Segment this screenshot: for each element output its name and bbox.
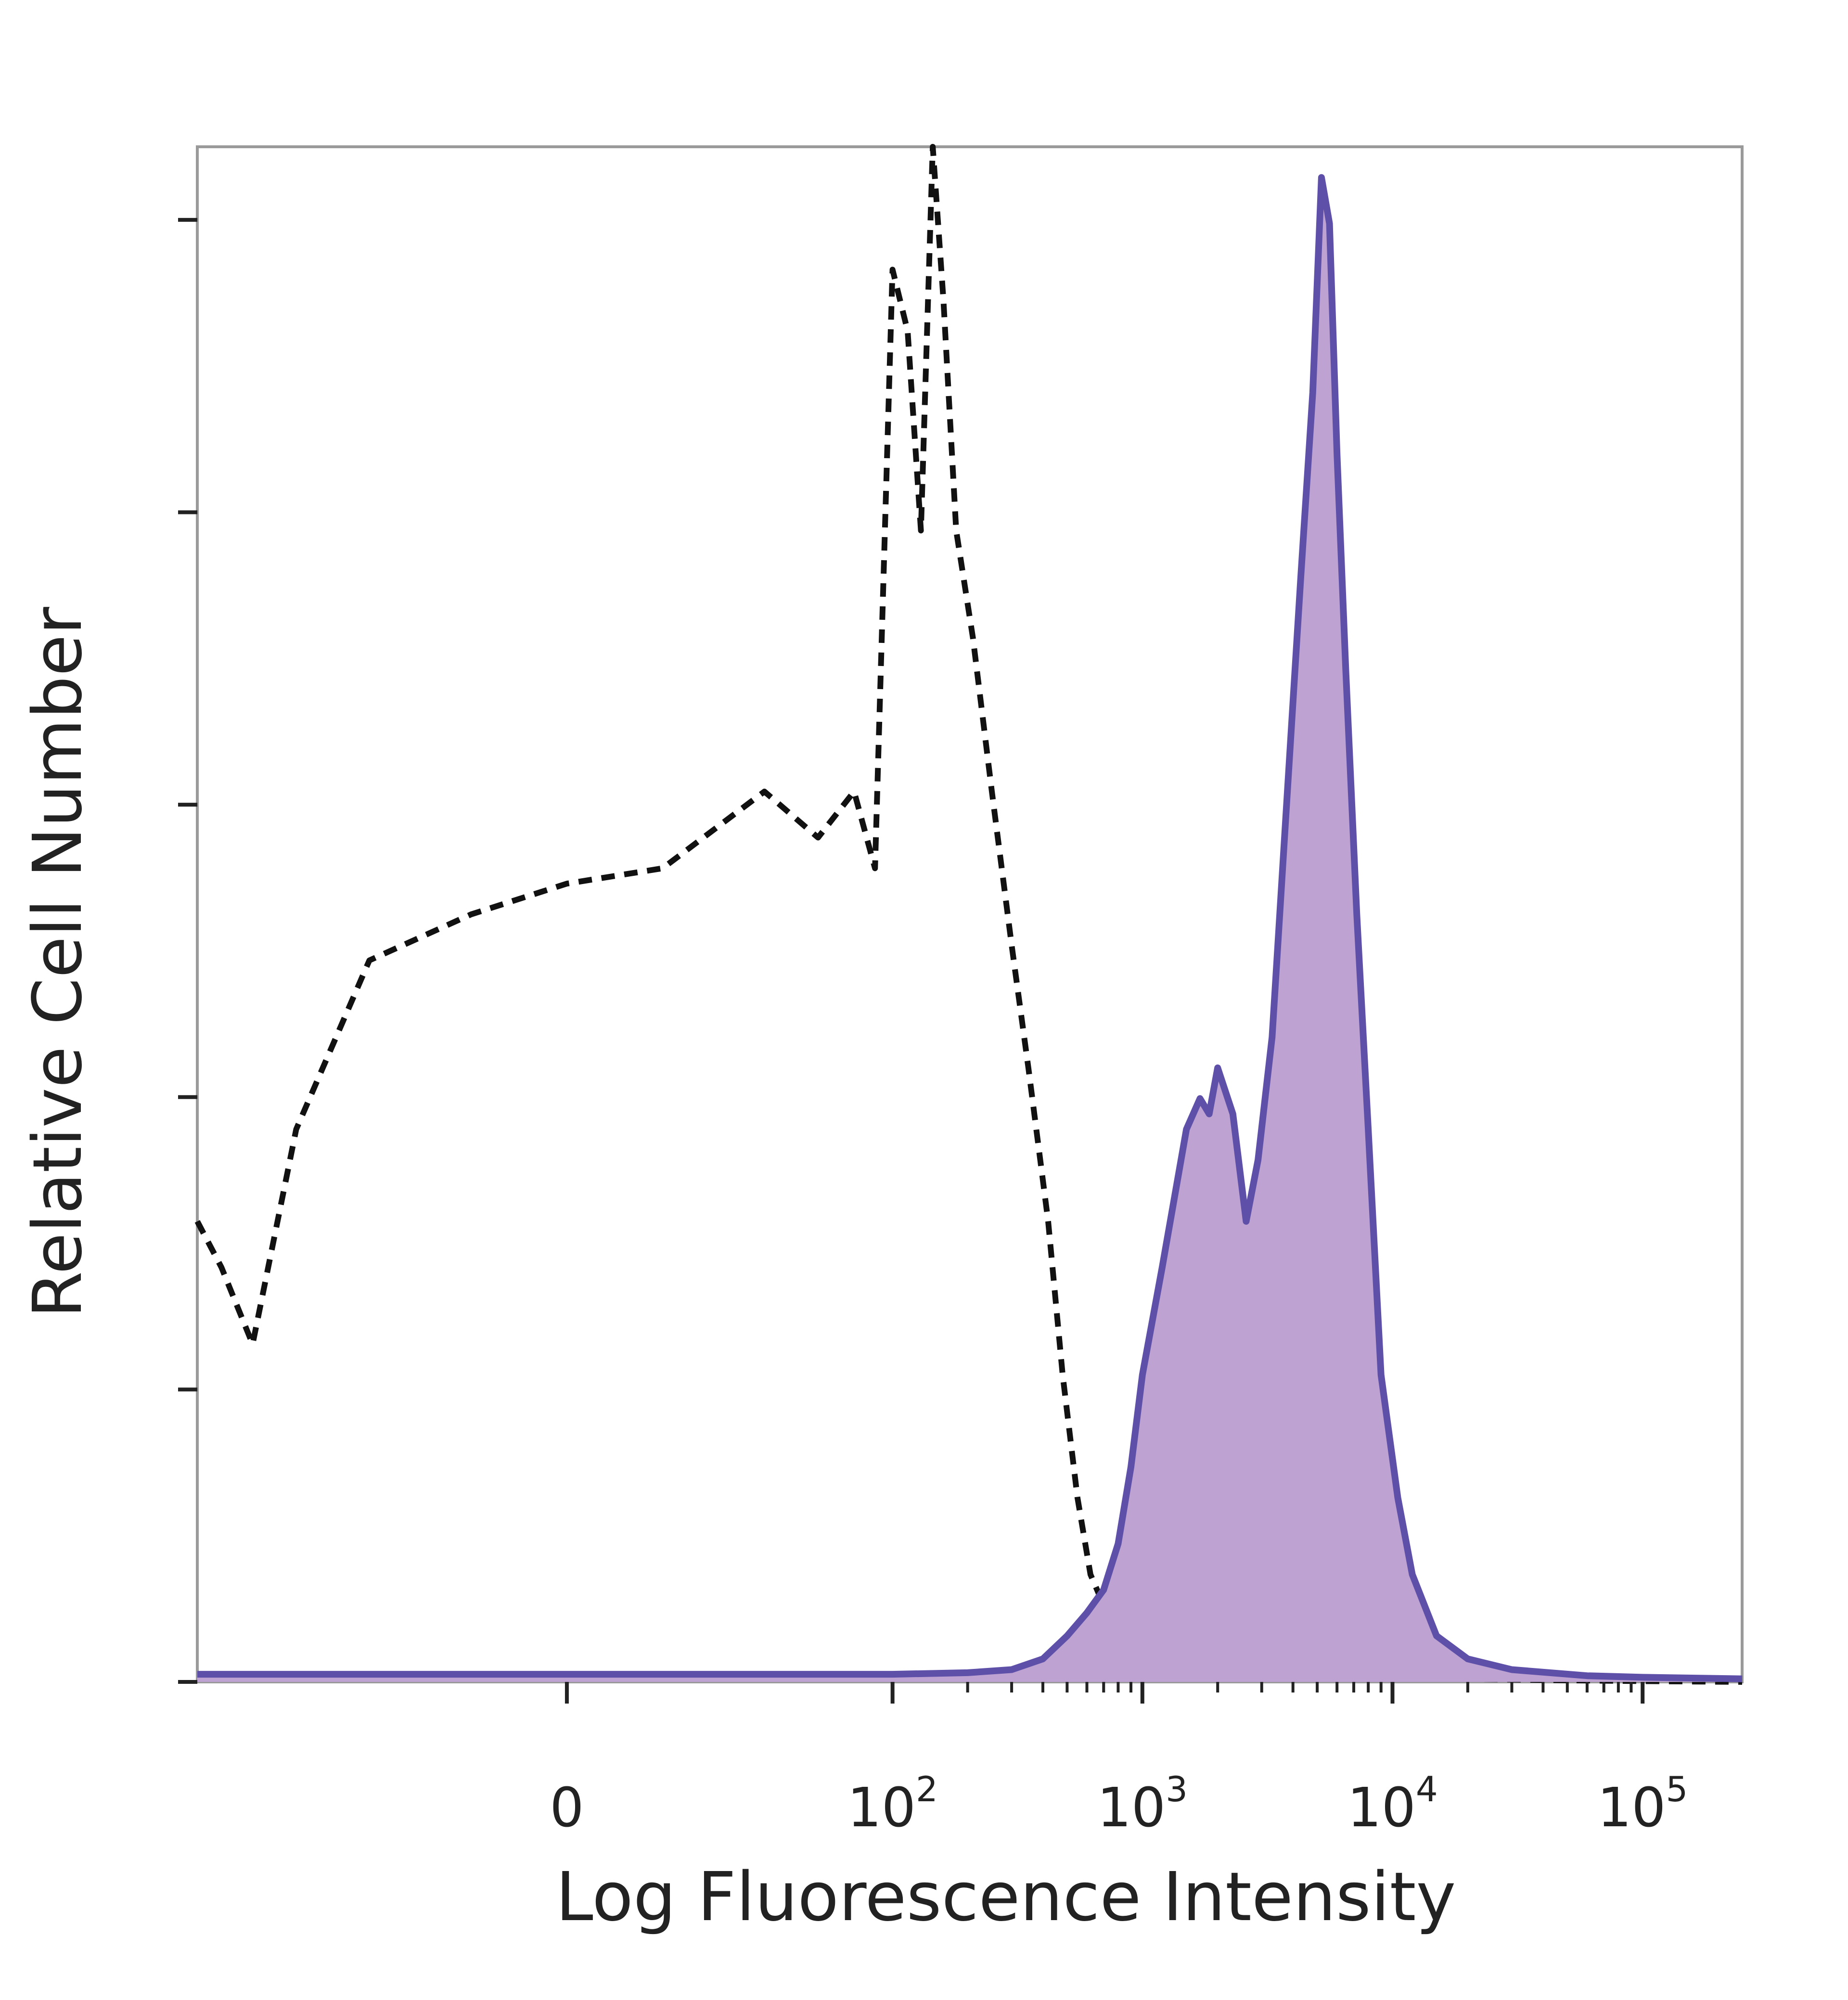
y-axis-title: Relative Cell Number [19,607,97,1318]
x-tick-label: 104 [1347,1769,1437,1839]
plot-frame [196,145,1744,1683]
series-1-line [197,174,1743,1682]
y-axis-ticks [178,218,197,1684]
series-0-line [194,144,1743,1685]
x-tick-label: 103 [1097,1769,1188,1839]
x-tick-label: 102 [847,1769,937,1839]
series-1-area [197,177,1742,1682]
x-axis-title: Log Fluorescence Intensity [556,1858,1456,1936]
plot-area [194,144,1744,1685]
x-tick-label: 0 [550,1777,584,1839]
x-tick-label: 105 [1597,1769,1688,1839]
x-axis-ticks: 0 102 103 104 105 [550,1682,1688,1839]
